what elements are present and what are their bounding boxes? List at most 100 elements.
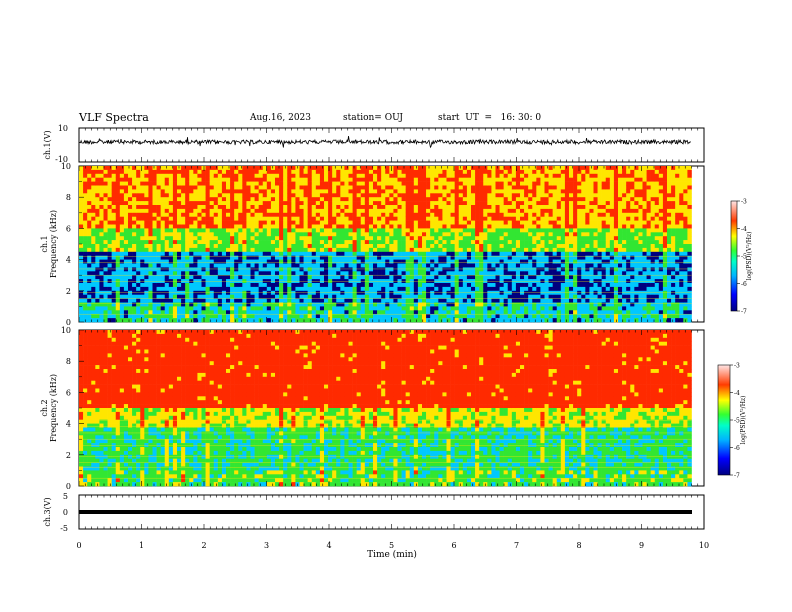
ch1-spectrogram-cell — [205, 166, 210, 171]
ch1-spectrogram-cell — [413, 177, 419, 182]
ch1-spectrogram-cell — [311, 271, 317, 276]
ch1-spectrogram-cell — [238, 298, 243, 303]
ch1-spectrogram-cell — [458, 286, 464, 292]
ch1-spectrogram-cell — [115, 193, 121, 198]
ch1-spectrogram-cell — [413, 205, 419, 210]
ch1-spectrogram-cell — [507, 240, 513, 245]
ch1-spectrogram-cell — [385, 193, 390, 198]
ch1-spectrogram-cell — [197, 302, 202, 307]
ch1-spectrogram-cell — [466, 224, 472, 229]
ch1-spectrogram-cell — [91, 220, 96, 225]
ch1-spectrogram-cell — [434, 251, 439, 256]
ch1-spectrogram-cell — [401, 216, 406, 221]
ch1-spectrogram-cell — [438, 259, 443, 264]
ch1-spectrogram-cell — [160, 286, 166, 292]
ch1-spectrogram-cell — [368, 298, 374, 303]
ch1-spectrogram-cell — [328, 294, 333, 299]
ch1-spectrogram-cell — [140, 240, 145, 245]
ch1-spectrogram-cell — [275, 267, 280, 272]
ch1-spectrogram-cell — [144, 169, 149, 175]
ch1-spectrogram-cell — [385, 290, 390, 295]
ch1-spectrogram-cell — [205, 236, 210, 241]
ch1-spectrogram-cell — [246, 290, 251, 295]
ch1-spectrogram-cell — [393, 310, 398, 315]
ch1-spectrogram-cell — [91, 290, 96, 295]
ch1-spectrogram-cell — [434, 294, 439, 299]
ch1-spectrogram-cell — [360, 302, 366, 307]
ch1-spectrogram-cell — [91, 181, 96, 186]
ch1-spectrogram-cell — [344, 267, 349, 272]
ch1-spectrogram-cell — [471, 290, 476, 295]
ch1-spectrogram-cell — [515, 294, 521, 299]
ch1-spectrogram-cell — [160, 173, 166, 178]
ch1-spectrogram-cell — [405, 181, 411, 186]
ch1-spectrogram-cell — [136, 232, 141, 237]
ch1-spectrogram-cell — [168, 212, 174, 217]
ch1-spectrogram-cell — [250, 193, 255, 198]
ch1-spectrogram-cell — [520, 173, 525, 178]
ch1-spectrogram-cell — [536, 318, 541, 323]
ch1-spectrogram-cell — [560, 251, 566, 256]
ch1-spectrogram-cell — [491, 251, 496, 256]
ch1-spectrogram-cell — [209, 283, 215, 288]
ch1-spectrogram-cell — [111, 185, 117, 190]
ch1-spectrogram-cell — [238, 224, 243, 229]
ch1-spectrogram-cell — [324, 216, 329, 221]
ch1-spectrogram-cell — [287, 271, 292, 276]
ch1-spectrogram-cell — [148, 251, 153, 256]
ch1-spectrogram-cell — [507, 197, 513, 202]
ch1-spectrogram-cell — [483, 247, 488, 253]
ch1-spectrogram-cell — [185, 216, 190, 221]
ch1-spectrogram-cell — [221, 177, 227, 182]
ch1-spectrogram-cell — [364, 283, 370, 288]
ch1-spectrogram-cell — [307, 212, 313, 217]
ch1-spectrogram-cell — [393, 212, 398, 217]
ch1-spectrogram-cell — [234, 220, 239, 225]
ch1-spectrogram-cell — [123, 232, 129, 237]
ch1-spectrogram-cell — [332, 173, 337, 178]
ch1-spectrogram-cell — [185, 318, 190, 323]
ch1-spectrogram-cell — [287, 193, 292, 198]
ch1-spectrogram-cell — [291, 173, 296, 178]
ch1-spectrogram-cell — [422, 286, 427, 292]
ch1-spectrogram-cell — [295, 247, 300, 253]
ch1-spectrogram-cell — [479, 166, 484, 171]
ch1-spectrogram-cell — [434, 169, 439, 175]
ch1-spectrogram-cell — [373, 240, 378, 245]
ch1-spectrogram-cell — [556, 275, 562, 280]
ch1-spectrogram-cell — [536, 177, 541, 182]
ch1-spectrogram-cell — [520, 294, 525, 299]
ch1-spectrogram-cell — [430, 302, 435, 307]
ch1-spectrogram-cell — [193, 197, 198, 202]
ch1-spectrogram-cell — [115, 247, 121, 253]
ch1-spectrogram-cell — [172, 169, 178, 175]
ch1-spectrogram-cell — [103, 232, 108, 237]
ch1-spectrogram-cell — [140, 259, 145, 264]
ch1-spectrogram-cell — [295, 228, 300, 233]
ch1-spectrogram-cell — [409, 236, 415, 241]
ch1-spectrogram-cell — [291, 290, 296, 295]
ch1-spectrogram-cell — [324, 208, 329, 214]
ch1-spectrogram-cell — [230, 193, 235, 198]
ch1-spectrogram-cell — [548, 212, 553, 217]
ch1-spectrogram-cell — [556, 201, 562, 206]
figure-title: VLF Spectra — [79, 111, 149, 124]
ch1-spectrogram-cell — [262, 318, 268, 323]
ch1-spectrogram-cell — [136, 298, 141, 303]
ch1-spectrogram-cell — [397, 259, 402, 264]
ch1-spectrogram-cell — [99, 201, 104, 206]
ch1-spectrogram-cell — [397, 318, 402, 323]
ch1-spectrogram-cell — [164, 306, 170, 311]
ch1-spectrogram-cell — [181, 240, 186, 245]
ch1-spectrogram-cell — [123, 169, 129, 175]
ch1-spectrogram-cell — [254, 232, 259, 237]
ch1-spectrogram-cell — [246, 177, 251, 182]
ch1-spectrogram-cell — [250, 267, 255, 272]
ch1-spectrogram-cell — [79, 232, 84, 237]
ch1-spectrogram-cell — [360, 314, 366, 319]
ch1-spectrogram-cell — [307, 286, 313, 292]
ch1-spectrogram-cell — [454, 189, 460, 194]
ch1-spectrogram-cell — [438, 275, 443, 280]
ch1-spectrogram-cell — [197, 208, 202, 214]
ch1-spectrogram-cell — [250, 228, 255, 233]
